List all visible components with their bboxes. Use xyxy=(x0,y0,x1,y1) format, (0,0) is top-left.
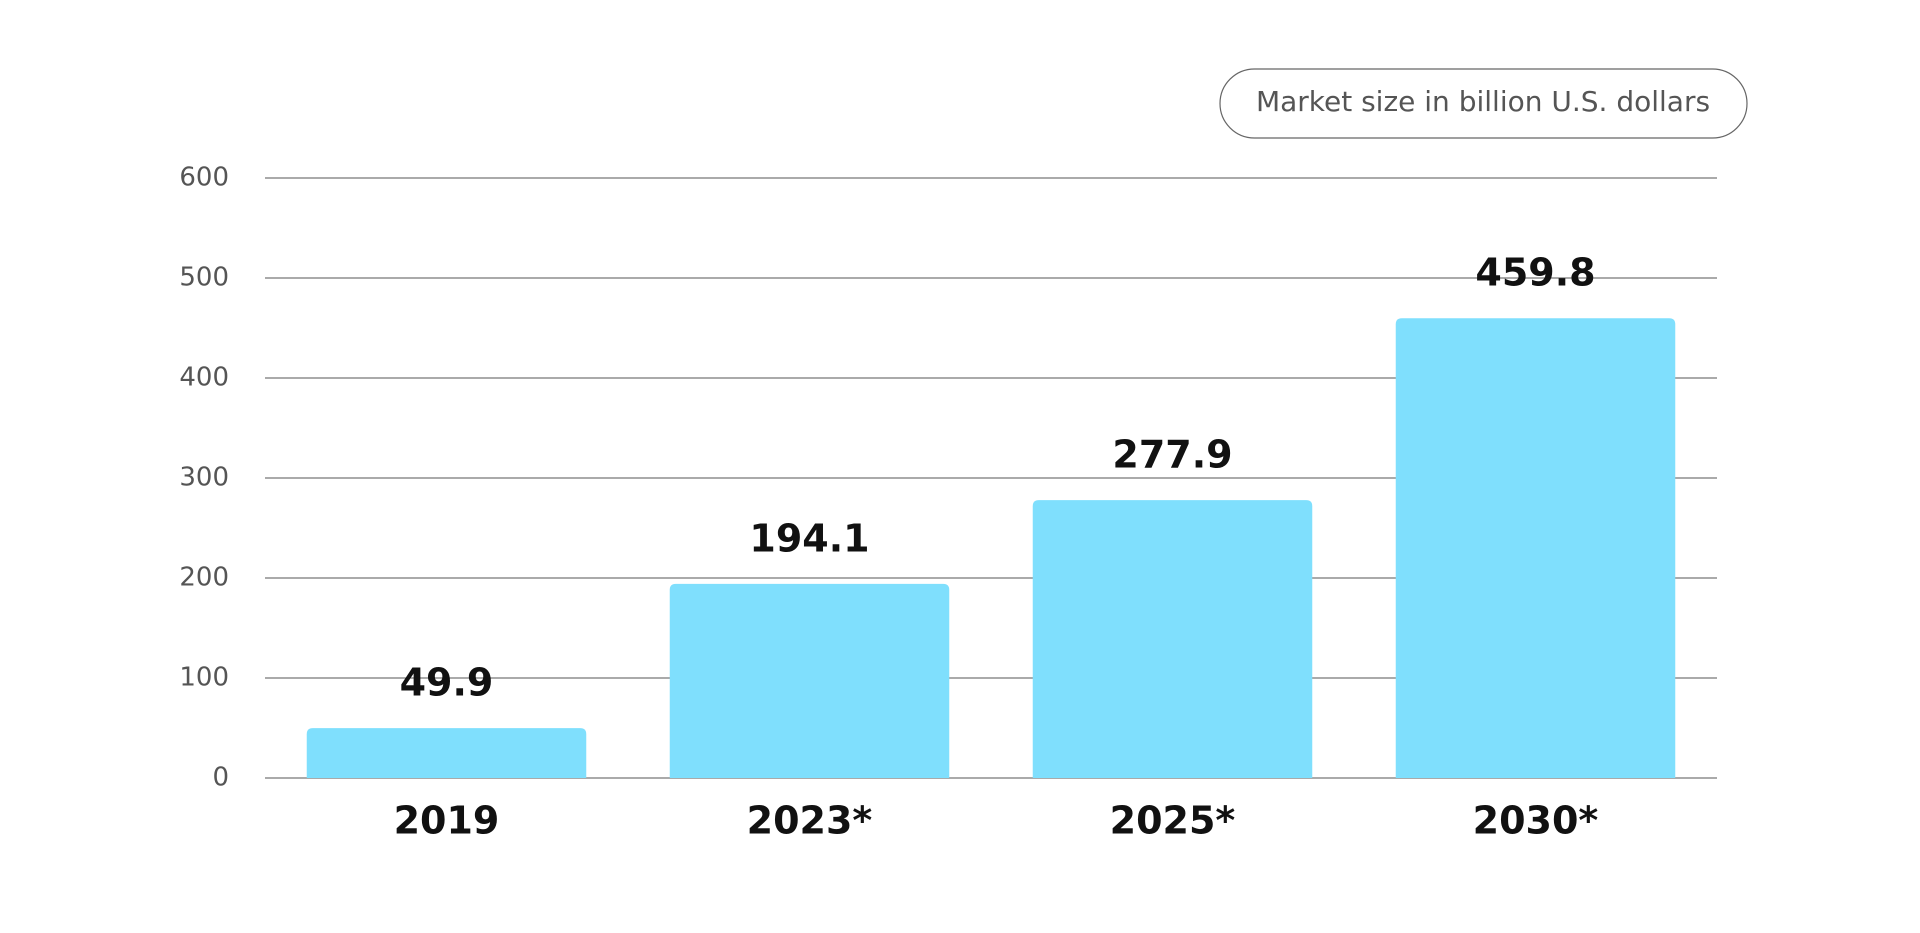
x-tick-label: 2019 xyxy=(394,799,500,843)
x-tick-label: 2030* xyxy=(1473,799,1599,843)
value-label: 49.9 xyxy=(400,661,494,705)
y-tick-label: 500 xyxy=(179,263,229,293)
y-tick-label: 600 xyxy=(179,163,229,193)
bar xyxy=(669,583,950,778)
y-tick-label: 300 xyxy=(179,463,229,493)
x-tick-label: 2025* xyxy=(1110,799,1236,843)
y-tick-label: 100 xyxy=(179,663,229,693)
y-tick-label: 400 xyxy=(179,363,229,393)
bar xyxy=(1395,318,1676,778)
bar xyxy=(1032,500,1313,778)
x-tick-label: 2023* xyxy=(747,799,873,843)
value-label: 194.1 xyxy=(749,516,869,560)
bar xyxy=(306,728,587,778)
value-label: 277.9 xyxy=(1112,433,1232,477)
y-tick-label: 200 xyxy=(179,563,229,593)
legend-box xyxy=(1219,68,1748,139)
value-label: 459.8 xyxy=(1475,251,1595,295)
y-tick-label: 0 xyxy=(212,763,229,793)
legend-label: Market size in billion U.S. dollars xyxy=(1256,85,1710,118)
